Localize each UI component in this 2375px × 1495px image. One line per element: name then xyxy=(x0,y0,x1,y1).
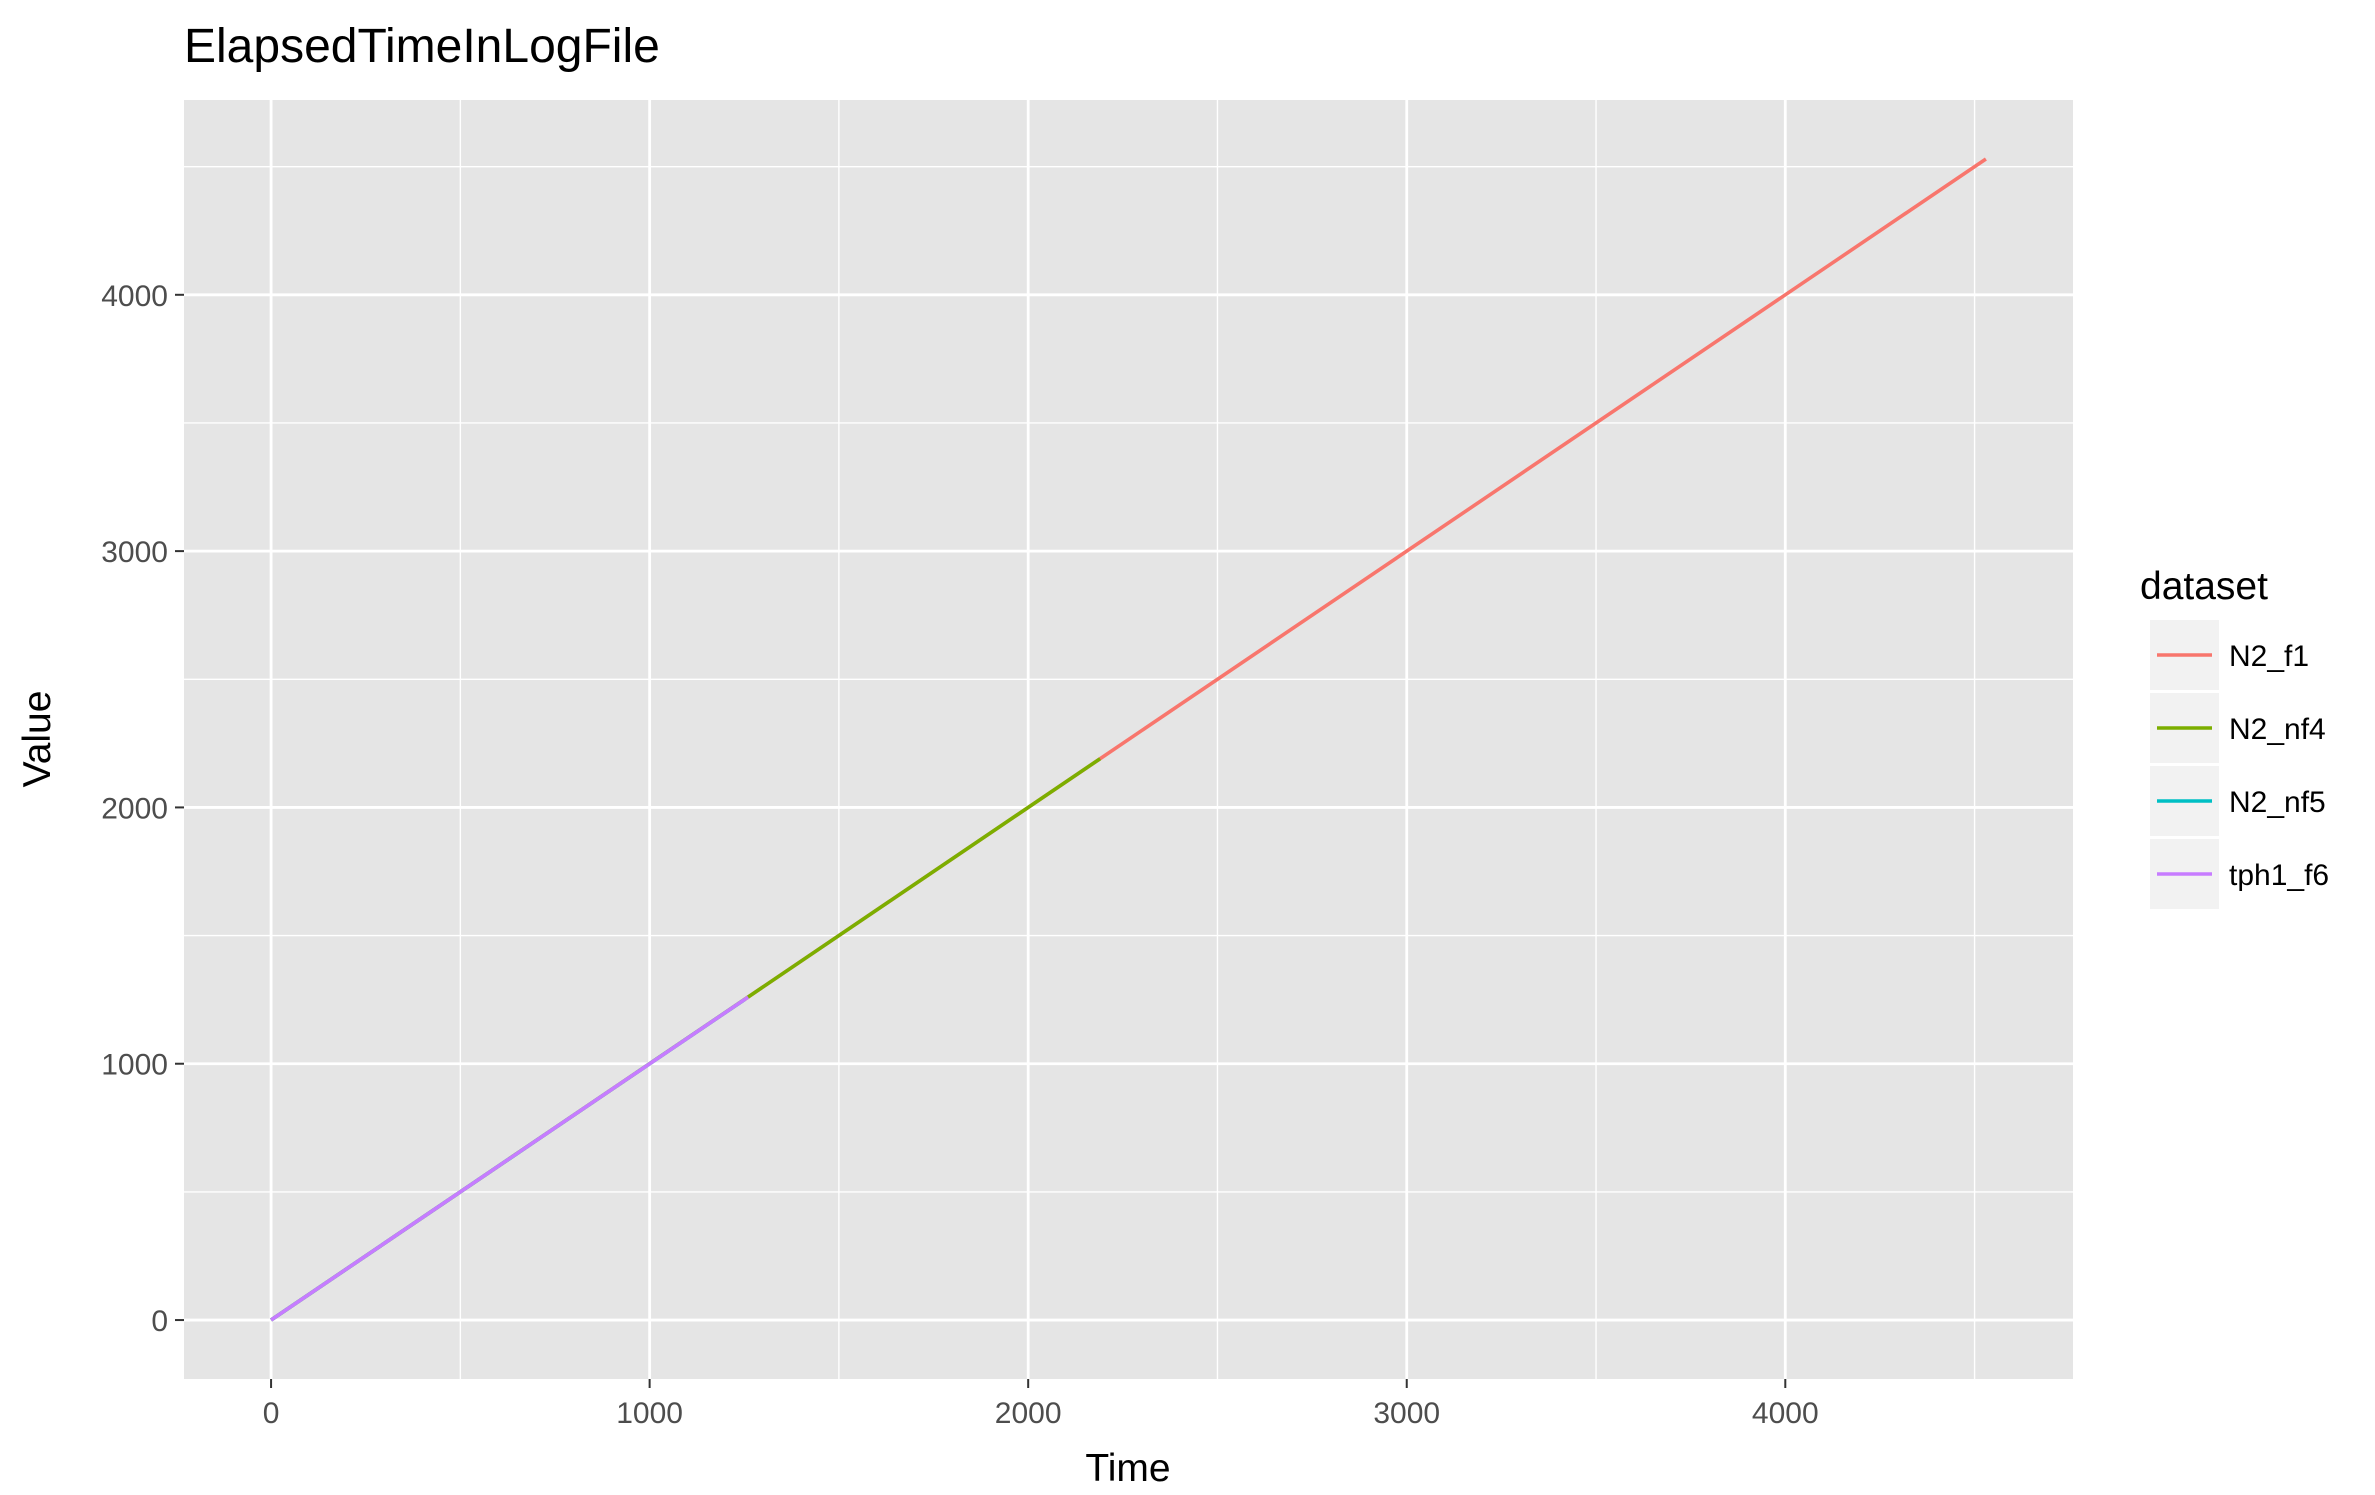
legend-title: dataset xyxy=(2140,565,2268,608)
y-tick-label: 2000 xyxy=(101,792,168,825)
y-tick-label: 0 xyxy=(151,1305,168,1338)
legend-label: N2_nf5 xyxy=(2229,786,2326,819)
major-gridlines xyxy=(184,100,2073,1379)
y-axis: 0 1000 2000 3000 4000 xyxy=(101,280,184,1338)
chart-title: ElapsedTimeInLogFile xyxy=(184,20,660,73)
y-tick-label: 4000 xyxy=(101,280,168,313)
x-tick-label: 0 xyxy=(263,1397,280,1430)
y-axis-title: Value xyxy=(16,691,59,788)
legend-label: N2_nf4 xyxy=(2229,713,2326,746)
x-axis-title: Time xyxy=(1085,1447,1170,1490)
legend-label: tph1_f6 xyxy=(2229,859,2329,892)
x-tick-label: 4000 xyxy=(1752,1397,1819,1430)
legend: dataset N2_f1 N2_nf4 N2_nf5 tph1_f6 xyxy=(2140,565,2329,909)
x-axis: 0 1000 2000 3000 4000 xyxy=(263,1379,1819,1430)
minor-gridlines xyxy=(184,100,2073,1379)
x-tick-label: 3000 xyxy=(1373,1397,1440,1430)
series-lines xyxy=(270,157,1987,1322)
x-tick-label: 1000 xyxy=(616,1397,683,1430)
legend-label: N2_f1 xyxy=(2229,640,2309,673)
series-line-tph1_f6 xyxy=(270,995,750,1322)
y-tick-label: 3000 xyxy=(101,536,168,569)
x-tick-label: 2000 xyxy=(995,1397,1062,1430)
y-tick-label: 1000 xyxy=(101,1049,168,1082)
